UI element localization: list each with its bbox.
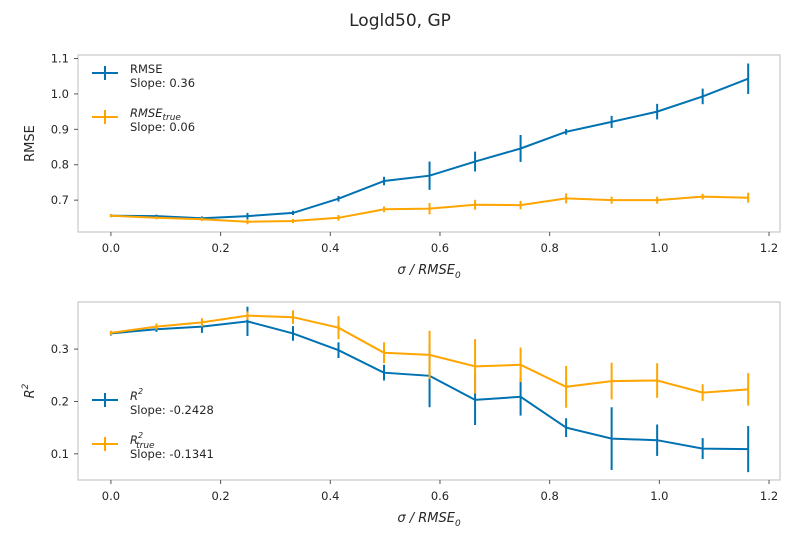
legend-slope: Slope: -0.1341 — [130, 447, 214, 461]
x-axis-label-base: σ / RMSE — [397, 511, 455, 526]
rmse-panel: 0.0 0.2 0.4 0.6 0.8 1.0 1.2 0.7 0.8 0.9 1.0 1.1 σ / … — [23, 52, 781, 281]
legend-slope: Slope: 0.06 — [130, 120, 195, 134]
x-axis-label-subscript: 0 — [455, 271, 461, 281]
y-tick-label: 1.1 — [51, 52, 69, 66]
plot-frame — [77, 301, 781, 481]
y-tick-label: 0.3 — [51, 342, 69, 356]
x-tick-label: 0.4 — [321, 241, 339, 255]
y-axis-label-superscript: 2 — [21, 383, 31, 389]
x-tick-label: 0.8 — [541, 489, 559, 503]
y-tick-label: 0.1 — [51, 447, 69, 461]
y-tick-label: 0.8 — [51, 158, 69, 172]
x-tick-label: 0.0 — [102, 241, 120, 255]
x-tick-label: 1.2 — [760, 241, 778, 255]
figure-title: Logld50, GP — [349, 11, 451, 31]
y-tick-label: 0.9 — [51, 122, 69, 136]
legend-label-superscript: 2 — [138, 431, 143, 440]
x-tick-label: 0.6 — [431, 241, 449, 255]
x-tick-label: 0.0 — [102, 489, 120, 503]
x-axis-label-base: σ / RMSE — [397, 263, 455, 278]
legend-label: R2 — [130, 387, 143, 403]
x-tick-label: 0.2 — [211, 489, 229, 503]
x-tick-label: 1.0 — [650, 241, 668, 255]
x-tick-label: 1.2 — [760, 489, 778, 503]
y-axis-label: RMSE — [23, 125, 38, 162]
x-axis-label: σ / RMSE0 — [397, 263, 461, 281]
x-tick-label: 0.2 — [211, 241, 229, 255]
legend-label-superscript: 2 — [138, 387, 143, 396]
legend-label-base: R — [130, 433, 138, 447]
y-tick-label: 0.7 — [51, 193, 69, 207]
legend-label: R2 true — [130, 431, 155, 451]
r2-panel: 0.0 0.2 0.4 0.6 0.8 1.0 1.2 0.1 0.2 0.3 σ / RMSE0 R… — [21, 301, 781, 529]
legend-slope: Slope: -0.2428 — [130, 403, 214, 417]
y-axis-label-base: R — [23, 389, 38, 398]
x-axis-label-subscript: 0 — [455, 519, 461, 529]
series-1 — [109, 63, 750, 220]
legend-label-base: R — [130, 389, 138, 403]
legend-label-base: RMSE — [130, 62, 162, 76]
legend-label-subscript: true — [136, 441, 155, 451]
x-tick-label: 0.4 — [321, 489, 339, 503]
legend-slope: Slope: 0.36 — [130, 76, 195, 90]
series-line — [110, 77, 749, 220]
x-tick-label: 0.6 — [431, 489, 449, 503]
x-tick-label: 0.8 — [541, 241, 559, 255]
y-axis-label: R2 — [21, 383, 38, 398]
legend-label-base: RMSE — [130, 106, 163, 120]
x-tick-label: 1.0 — [650, 489, 668, 503]
legend-label: RMSE — [130, 62, 162, 76]
plot-frame — [77, 54, 781, 233]
series-2 — [109, 310, 750, 408]
series-2 — [109, 192, 750, 225]
y-tick-label: 1.0 — [51, 87, 69, 101]
legend-label-subscript: true — [162, 113, 181, 123]
y-tick-label: 0.2 — [51, 394, 69, 408]
legend-label: RMSEtrue — [130, 106, 181, 123]
x-axis-label: σ / RMSE0 — [397, 511, 461, 529]
